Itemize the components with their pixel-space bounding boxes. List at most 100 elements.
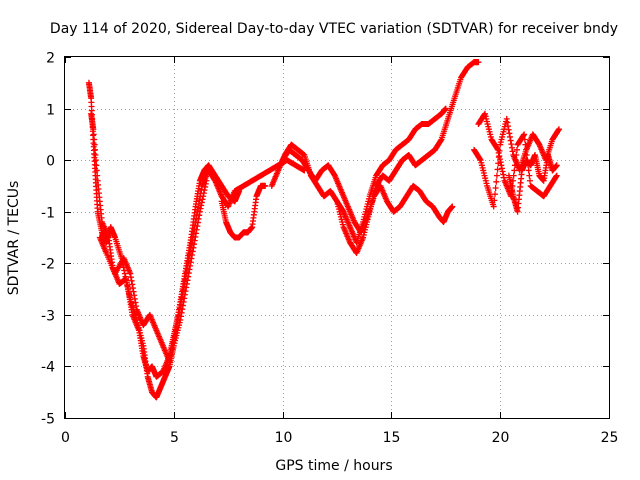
y-tick-label: -5	[41, 412, 55, 428]
x-axis-title: GPS time / hours	[275, 458, 392, 474]
grid	[65, 57, 609, 418]
data-point	[527, 177, 534, 184]
data-point	[495, 154, 502, 161]
y-axis: -5 -4 -3 -2 -1 0 1 2	[41, 51, 609, 428]
data-point	[121, 270, 128, 277]
data-point	[93, 162, 100, 169]
data-point	[521, 136, 528, 143]
data-point	[91, 141, 98, 148]
data-point	[90, 126, 97, 133]
y-tick-label: -4	[41, 360, 55, 376]
data-point	[475, 59, 482, 66]
data-point	[198, 186, 205, 193]
x-tick-label: 5	[170, 430, 179, 446]
data-points	[85, 59, 562, 401]
data-point	[92, 146, 99, 153]
data-point	[442, 105, 449, 112]
data-point	[180, 284, 187, 291]
data-point	[507, 137, 514, 144]
data-point	[177, 302, 184, 309]
y-tick-label: -3	[41, 309, 55, 325]
x-axis: 0 5 10 15 20 25	[61, 57, 618, 446]
data-point	[171, 336, 178, 343]
data-point	[172, 330, 179, 337]
data-point	[496, 147, 503, 154]
data-point	[508, 144, 515, 151]
data-point	[262, 182, 269, 189]
data-point	[186, 255, 193, 262]
data-point	[182, 276, 189, 283]
data-point	[168, 348, 175, 355]
data-point	[195, 204, 202, 211]
data-point	[555, 126, 562, 133]
data-point	[131, 292, 138, 299]
y-tick-label: -1	[41, 206, 55, 222]
series-track-h	[475, 110, 560, 200]
data-point	[187, 244, 194, 251]
data-point	[500, 171, 507, 178]
data-point	[166, 358, 173, 365]
data-point	[508, 141, 515, 148]
data-point	[92, 151, 99, 158]
series-track-j	[505, 151, 560, 215]
data-point	[191, 226, 198, 233]
data-point	[186, 251, 193, 258]
series-track-f	[279, 146, 456, 236]
data-point	[169, 345, 176, 352]
data-point	[491, 191, 498, 198]
data-point	[193, 211, 200, 218]
data-point	[505, 126, 512, 133]
y-tick-label: 0	[46, 154, 55, 170]
data-point	[178, 298, 185, 305]
data-point	[505, 123, 512, 130]
data-point	[189, 237, 196, 244]
data-point	[94, 172, 101, 179]
data-point	[190, 229, 197, 236]
data-point	[495, 160, 502, 167]
data-point	[178, 294, 185, 301]
data-point	[127, 274, 134, 281]
data-point	[520, 132, 527, 139]
data-point	[92, 157, 99, 164]
data-point	[195, 200, 202, 207]
x-tick-label: 25	[601, 430, 619, 446]
data-point	[504, 119, 511, 126]
data-point	[171, 333, 178, 340]
data-point	[184, 265, 191, 272]
data-point	[498, 165, 505, 172]
data-point	[521, 131, 528, 138]
data-point	[169, 342, 176, 349]
data-point	[129, 281, 136, 288]
data-point	[553, 172, 560, 179]
series-track-g	[334, 59, 482, 256]
series-track-d	[218, 182, 269, 241]
y-tick-label: -2	[41, 257, 55, 273]
data-point	[196, 197, 203, 204]
data-point	[130, 288, 137, 295]
data-point	[498, 162, 505, 169]
data-point	[492, 184, 499, 191]
plot-frame	[64, 56, 610, 419]
data-point	[449, 203, 456, 210]
data-point	[167, 355, 174, 362]
y-axis-title: SDTVAR / TECUs	[6, 181, 22, 296]
y-tick-label: 1	[46, 103, 55, 119]
data-point	[506, 133, 513, 140]
data-point	[173, 323, 180, 330]
data-point	[526, 172, 533, 179]
data-point	[167, 352, 174, 359]
data-point	[490, 203, 497, 210]
data-point	[493, 172, 500, 179]
data-point	[188, 240, 195, 247]
y-tick-label: 2	[46, 51, 55, 67]
data-point	[176, 305, 183, 312]
data-point	[189, 233, 196, 240]
x-tick-label: 10	[275, 430, 293, 446]
data-point	[133, 303, 140, 310]
x-tick-label: 0	[61, 430, 70, 446]
data-point	[91, 136, 98, 143]
data-point	[511, 167, 518, 174]
data-point	[192, 219, 199, 226]
data-point	[128, 277, 135, 284]
data-point	[184, 262, 191, 269]
